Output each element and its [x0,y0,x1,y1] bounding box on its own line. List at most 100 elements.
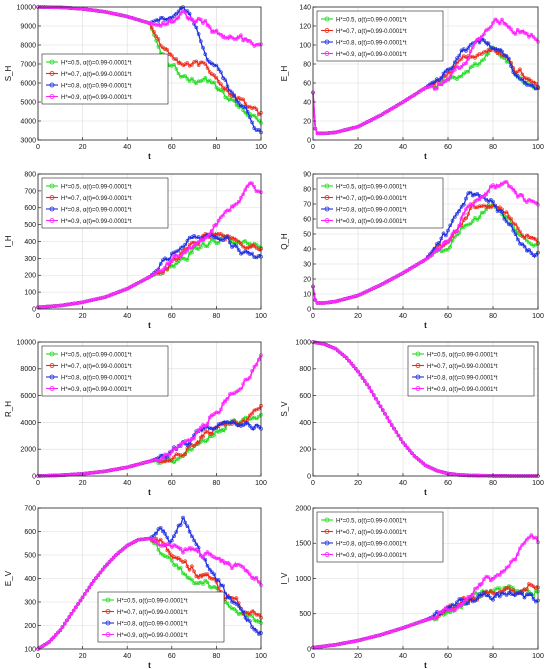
data-point [158,43,163,48]
data-point [196,427,201,432]
data-point [178,12,183,16]
data-point [340,352,345,357]
data-point [524,31,529,36]
data-point [136,462,141,467]
axes-frame [312,341,539,477]
y-axis-label: I_V [280,572,289,585]
x-tick-label: 100 [255,144,267,151]
x-axis-label: t [148,321,151,330]
data-point [500,49,504,54]
data-point [221,35,225,39]
data-point [158,261,163,266]
legend-swatch-marker [324,16,330,22]
data-point [250,181,254,186]
data-point [347,296,351,300]
data-point [459,65,464,69]
y-tick-label: 600 [24,205,36,212]
data-point [398,437,403,441]
data-point [497,21,502,26]
data-point [87,471,92,475]
data-point [212,235,216,240]
data-point [515,226,520,231]
data-point [212,584,216,589]
y-tick-label: 700 [24,188,36,195]
data-point [109,292,114,297]
data-point [98,469,103,474]
data-point [225,235,230,239]
data-point [230,236,234,241]
series-4 [311,180,540,305]
data-point [149,25,154,30]
data-point [114,467,118,472]
data-point [147,459,152,464]
data-point [158,16,163,20]
data-point [389,423,394,427]
data-point [484,40,489,45]
data-point [529,235,534,240]
data-point [421,461,426,466]
data-point [524,200,529,204]
data-point [228,240,232,245]
data-point [190,76,194,81]
legend-swatch-marker [324,39,330,45]
data-point [506,56,511,61]
data-point [236,239,241,244]
data-point [486,199,491,204]
data-point [216,232,221,236]
data-point [214,235,219,240]
data-point [493,17,498,22]
data-point [196,239,201,244]
data-point [482,57,486,62]
data-point [329,300,333,304]
data-point [502,216,507,221]
data-point [243,415,248,420]
data-point [225,396,230,401]
data-point [185,248,190,253]
data-point [410,451,414,456]
data-point [486,47,491,52]
data-point [473,55,477,60]
data-point [500,17,504,22]
data-point [477,61,482,66]
legend-entry: H*=0.5, α(t)=0.99-0.0001*t [336,518,407,524]
data-point [192,19,196,24]
data-point [353,125,358,130]
data-point [479,194,484,199]
data-point [331,130,336,135]
data-point [464,473,468,478]
data-point [493,203,498,208]
data-point [212,412,216,416]
legend-swatch-marker [49,363,55,368]
data-point [256,414,261,419]
data-point [428,84,432,89]
data-point [455,60,459,65]
data-point [529,251,534,255]
data-point [488,205,493,210]
data-point [216,218,221,223]
y-tick-label: 140 [299,4,311,11]
data-point [165,261,170,266]
data-point [214,241,219,245]
data-point [176,566,181,571]
y-tick-label: 7000 [20,61,36,68]
legend-swatch-marker [415,351,421,357]
data-point [248,104,252,109]
data-point [105,469,109,473]
data-point [199,573,203,578]
data-point [163,17,167,22]
data-point [172,62,176,67]
data-point [174,261,179,266]
data-point [464,216,468,220]
data-point [214,425,219,430]
data-point [459,57,464,61]
legend-box [407,345,535,397]
data-point [488,25,493,29]
data-point [252,184,257,189]
data-point [103,295,107,300]
data-point [439,75,444,80]
data-point [392,426,396,431]
data-point [491,46,495,51]
data-point [365,382,369,387]
x-tick-label: 100 [532,653,544,660]
data-point [452,229,457,234]
